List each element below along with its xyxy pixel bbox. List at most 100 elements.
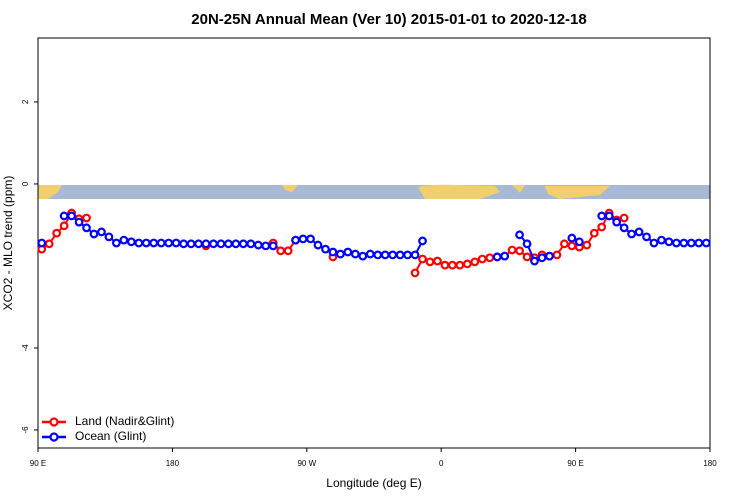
data-point	[679, 238, 689, 248]
data-point	[657, 235, 666, 245]
legend-marker	[49, 417, 59, 427]
data-point	[238, 239, 248, 249]
data-point	[664, 237, 674, 247]
data-point	[253, 240, 263, 250]
data-point	[522, 252, 532, 262]
data-point	[74, 217, 84, 227]
y-tick-label: -6	[21, 426, 30, 434]
data-point	[410, 250, 420, 260]
data-point	[418, 236, 427, 246]
data-point	[149, 238, 159, 248]
data-point	[365, 249, 375, 259]
data-point	[672, 238, 681, 248]
data-point	[179, 239, 189, 249]
data-point	[642, 232, 651, 242]
data-point	[343, 247, 353, 257]
data-point	[134, 238, 144, 248]
data-point	[649, 238, 659, 248]
data-point	[388, 250, 398, 260]
data-point	[545, 251, 554, 261]
data-point	[589, 228, 599, 238]
map-strip	[38, 184, 710, 199]
data-point	[171, 238, 181, 248]
data-point	[209, 239, 218, 249]
data-point	[276, 246, 286, 256]
data-point	[395, 250, 405, 260]
data-point	[164, 238, 174, 248]
data-point	[627, 229, 636, 239]
data-point	[522, 239, 532, 249]
x-tick-label: 90 E	[567, 459, 583, 468]
data-point	[268, 241, 278, 251]
x-axis-label: Longitude (deg E)	[326, 476, 421, 490]
data-point	[97, 227, 106, 237]
data-point	[283, 246, 293, 256]
y-tick-label: 0	[21, 181, 30, 186]
data-point	[336, 249, 345, 259]
data-point	[701, 238, 711, 248]
x-tick-label: 90 W	[297, 459, 316, 468]
data-point	[515, 230, 524, 240]
x-tick-label: 90 E	[30, 459, 46, 468]
data-point	[515, 246, 524, 256]
data-point	[291, 235, 301, 245]
data-point	[433, 256, 442, 266]
data-point	[567, 233, 577, 243]
data-point	[507, 245, 517, 255]
data-point	[59, 211, 69, 221]
data-point	[358, 251, 368, 261]
data-point	[216, 239, 226, 249]
data-point	[321, 244, 330, 254]
data-point	[448, 260, 457, 270]
data-point	[582, 240, 592, 250]
data-point	[574, 237, 584, 247]
chart-title: 20N-25N Annual Mean (Ver 10) 2015-01-01 …	[191, 11, 586, 28]
data-point	[52, 228, 62, 238]
data-point	[597, 211, 607, 221]
data-point	[82, 223, 91, 233]
data-point	[477, 254, 487, 264]
data-point	[231, 239, 241, 249]
data-point	[119, 235, 129, 245]
data-point	[104, 232, 114, 242]
data-point	[634, 227, 644, 237]
data-point	[82, 213, 91, 223]
data-point	[246, 239, 256, 249]
data-point	[201, 239, 211, 249]
legend-marker	[49, 432, 59, 442]
data-point	[313, 240, 323, 250]
x-tick-label: 180	[166, 459, 180, 468]
data-point	[350, 249, 360, 259]
data-point	[380, 250, 390, 260]
data-point	[126, 237, 136, 247]
x-tick-label: 0	[439, 459, 444, 468]
data-point	[37, 238, 47, 248]
y-tick-label: 2	[21, 99, 30, 104]
data-point	[59, 221, 69, 231]
data-point	[44, 239, 54, 249]
data-point	[410, 268, 420, 278]
data-point	[604, 211, 614, 221]
data-point	[111, 238, 121, 248]
data-point	[686, 238, 696, 248]
data-point	[261, 241, 271, 251]
legend-label: Ocean (Glint)	[75, 429, 146, 443]
y-axis-label: XCO2 - MLO trend (ppm)	[1, 176, 15, 311]
data-point	[567, 241, 577, 251]
data-point	[223, 239, 233, 249]
data-point	[403, 250, 413, 260]
y-tick-label: -4	[21, 344, 30, 352]
legend-label: Land (Nadir&Glint)	[75, 414, 174, 428]
data-point	[694, 238, 704, 248]
data-point	[552, 250, 562, 260]
data-point	[612, 217, 622, 227]
data-point	[156, 238, 166, 248]
data-point	[500, 251, 510, 261]
data-point	[530, 256, 539, 266]
data-point	[485, 253, 495, 263]
data-point	[298, 234, 308, 244]
x-tick-label: 180	[703, 459, 717, 468]
data-point	[492, 252, 502, 262]
data-point	[462, 259, 472, 269]
